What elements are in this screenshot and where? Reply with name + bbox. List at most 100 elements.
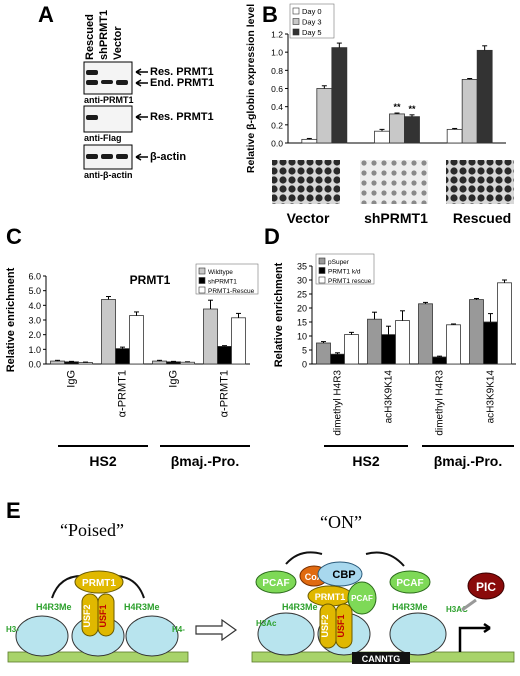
bar: [64, 361, 79, 365]
y-tick-label: 0.6: [271, 84, 283, 94]
usf2-left-text: USF2: [82, 604, 92, 627]
bracket-label-bmaj: βmaj.-Pro.: [171, 453, 239, 469]
pcaf-right-text: PCAF: [396, 578, 423, 589]
chart-c-title: PRMT1: [130, 273, 171, 287]
y-tick-label: 1.0: [271, 48, 283, 58]
bar: [331, 47, 348, 144]
bar: [418, 303, 433, 365]
legend-label: Day 5: [302, 28, 322, 37]
h3-left-tail: H3-: [6, 625, 19, 634]
legend-swatch: [292, 18, 300, 25]
bar: [166, 361, 181, 365]
panel-b-label: B: [262, 2, 278, 27]
y-tick-label: 0.4: [271, 102, 283, 112]
bar: [476, 49, 493, 144]
legend-swatch: [292, 7, 300, 15]
nucleosome-right-3: [389, 612, 447, 656]
y-tick-label: 30: [297, 276, 307, 286]
band-end-prmt1-vector: [116, 80, 128, 85]
x-tick-label: IgG: [66, 370, 78, 388]
pcaf-left-text: PCAF: [262, 578, 289, 589]
bar: [231, 317, 246, 365]
y-tick-label: 3.0: [28, 316, 41, 326]
usf2-right-text: USF2: [320, 614, 330, 637]
x-tick-label: dimethyl H4R3: [333, 370, 344, 436]
legend-label: PRMT1 rescue: [328, 278, 372, 285]
cell-images: [272, 160, 514, 204]
legend-label: PRMT1 k/d: [328, 269, 361, 276]
pic-text: PIC: [476, 580, 496, 594]
bar: [446, 128, 463, 144]
blot-2-antibody: anti-Flag: [84, 133, 122, 143]
bar: [129, 315, 144, 365]
on-title: “ON”: [320, 512, 362, 532]
cell-image-vector: [272, 160, 340, 204]
blot-2-label: Res. PRMT1: [150, 111, 214, 123]
usf1-right-text: USF1: [336, 614, 346, 637]
chart-d: 0 5 10 15 20 25 30 35 Relative enrichment pSuper P…: [273, 253, 516, 469]
bar: [180, 361, 195, 365]
y-tick-label: 35: [297, 262, 307, 272]
x-tick-label: α-PRMT1: [117, 370, 129, 417]
tss-arrow: [458, 622, 491, 652]
on-arrow-left: [285, 551, 323, 565]
prmt1-left-text: PRMT1: [82, 578, 116, 589]
x-tick-label: acH3K9K14: [486, 370, 497, 424]
legend-label: PRMT1-Rescue: [208, 288, 255, 295]
y-tick-label: 5: [302, 346, 307, 356]
cell-image-rescued: [446, 160, 514, 204]
blot-3-label: β-actin: [150, 151, 187, 163]
blot-1-frame: [83, 61, 133, 95]
band-end-prmt1-rescued: [86, 80, 98, 85]
band-end-prmt1-shprmt1: [101, 80, 113, 84]
legend-label: Day 3: [302, 18, 322, 27]
bar: [374, 130, 390, 144]
legend-swatch: [318, 276, 326, 284]
y-tick-label: 2.0: [28, 330, 41, 340]
bar: [316, 88, 333, 144]
chart-b: 0.0 0.2 0.4 0.6 0.8 1.0 1.2 Relative β-globin e…: [245, 3, 506, 173]
bar: [78, 362, 93, 365]
chart-c: 0.0 1.0 2.0 3.0 4.0 5.0 6.0 Relative enrichment…: [5, 263, 259, 469]
y-tick-label: 0.8: [271, 66, 283, 76]
y-tick-label: 0.0: [271, 139, 283, 149]
bar: [152, 360, 167, 365]
h4r3me-left-2: H4R3Me: [124, 602, 160, 612]
h4-left-tail: H4-: [172, 625, 185, 634]
y-axis-label: Relative enrichment: [273, 262, 285, 367]
y-tick-label: 1.2: [271, 30, 283, 40]
model-diagram: PRMT1 USF2 USF1 H4R3Me H4R3Me H3- H4- PC…: [6, 551, 515, 664]
bar: [404, 116, 420, 144]
h3ac-label: H3Ac: [256, 619, 277, 628]
y-tick-label: 0: [302, 360, 307, 370]
y-tick-label: 6.0: [28, 272, 41, 282]
arrow-actin: [135, 153, 148, 161]
panel-d-label: D: [264, 224, 280, 249]
bar: [483, 321, 498, 365]
prmt1-left: [74, 570, 124, 594]
arrow-end-prmt1: [135, 79, 148, 87]
y-tick-label: 20: [297, 304, 307, 314]
cbp: [317, 561, 363, 587]
legend-swatch: [292, 28, 300, 36]
band-res-prmt1-rescued: [86, 70, 98, 75]
nucleosome-right-1: [257, 612, 315, 656]
band-actin-vector: [116, 154, 128, 159]
bar: [344, 334, 359, 365]
band-actin-rescued: [86, 154, 98, 159]
bar: [432, 356, 447, 365]
blot-1-antibody: anti-PRMT1: [84, 95, 134, 105]
cannttg-box: [352, 652, 410, 664]
legend-swatch: [198, 267, 206, 275]
on-arrow-right: [365, 551, 405, 567]
x-tick-label: IgG: [168, 370, 180, 388]
bar: [389, 113, 405, 144]
x-tick-label: dimethyl H4R3: [435, 370, 446, 436]
legend-swatch: [318, 267, 326, 274]
y-tick-label: 25: [297, 290, 307, 300]
legend-label: Wildtype: [208, 269, 233, 276]
h4r3me-right-1: H4R3Me: [282, 602, 318, 612]
blot-1-label-end: End. PRMT1: [150, 77, 215, 89]
bar: [367, 318, 382, 365]
legend-box: [315, 253, 375, 285]
